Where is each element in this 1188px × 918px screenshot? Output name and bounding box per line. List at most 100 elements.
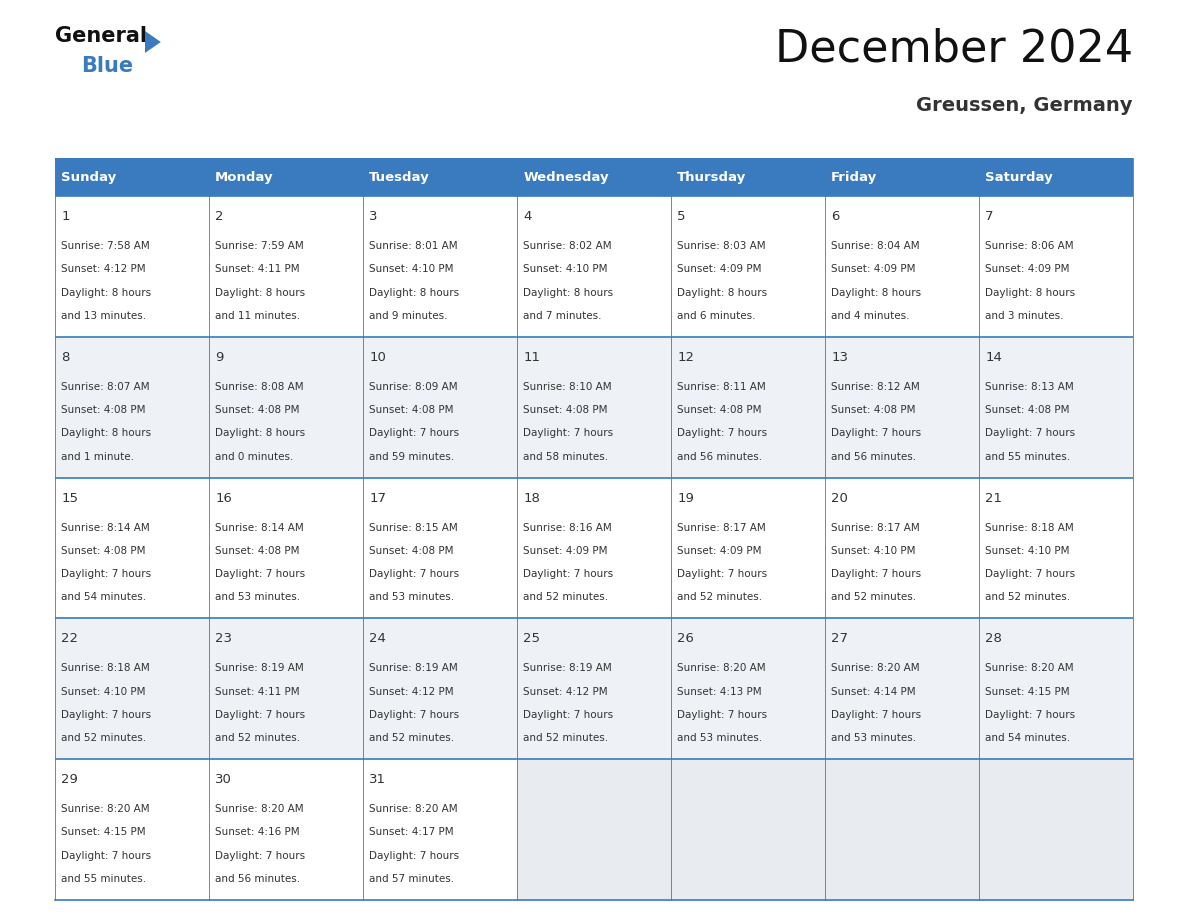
Text: 4: 4 <box>523 210 531 223</box>
Text: and 52 minutes.: and 52 minutes. <box>61 733 146 744</box>
Text: 15: 15 <box>61 492 78 505</box>
Text: 23: 23 <box>215 633 232 645</box>
Text: Sunset: 4:10 PM: Sunset: 4:10 PM <box>523 264 607 274</box>
Text: Sunset: 4:12 PM: Sunset: 4:12 PM <box>369 687 454 697</box>
Text: Sunset: 4:14 PM: Sunset: 4:14 PM <box>832 687 916 697</box>
Text: Sunset: 4:15 PM: Sunset: 4:15 PM <box>985 687 1069 697</box>
Text: and 9 minutes.: and 9 minutes. <box>369 311 448 320</box>
Text: and 54 minutes.: and 54 minutes. <box>61 592 146 602</box>
Bar <box>55 759 1133 900</box>
Text: Daylight: 7 hours: Daylight: 7 hours <box>832 429 921 438</box>
Text: Daylight: 8 hours: Daylight: 8 hours <box>61 287 151 297</box>
Text: 19: 19 <box>677 492 694 505</box>
Text: Sunrise: 8:20 AM: Sunrise: 8:20 AM <box>61 804 150 814</box>
Text: Sunset: 4:13 PM: Sunset: 4:13 PM <box>677 687 762 697</box>
Bar <box>671 158 824 196</box>
Bar <box>824 158 979 196</box>
Text: and 55 minutes.: and 55 minutes. <box>985 452 1070 462</box>
Text: Daylight: 7 hours: Daylight: 7 hours <box>523 429 613 438</box>
Text: and 11 minutes.: and 11 minutes. <box>215 311 301 320</box>
Text: 16: 16 <box>215 492 232 505</box>
Text: Sunrise: 8:16 AM: Sunrise: 8:16 AM <box>523 522 612 532</box>
Text: Sunset: 4:10 PM: Sunset: 4:10 PM <box>61 687 146 697</box>
Text: 1: 1 <box>61 210 70 223</box>
Text: 14: 14 <box>985 351 1001 364</box>
Text: Daylight: 7 hours: Daylight: 7 hours <box>832 710 921 720</box>
Text: Sunrise: 8:01 AM: Sunrise: 8:01 AM <box>369 241 457 251</box>
Text: Sunset: 4:08 PM: Sunset: 4:08 PM <box>61 405 146 415</box>
Text: Sunrise: 8:14 AM: Sunrise: 8:14 AM <box>61 522 150 532</box>
Text: Daylight: 7 hours: Daylight: 7 hours <box>523 710 613 720</box>
Text: Sunrise: 8:18 AM: Sunrise: 8:18 AM <box>61 664 150 674</box>
Text: Sunrise: 8:14 AM: Sunrise: 8:14 AM <box>215 522 304 532</box>
Text: 17: 17 <box>369 492 386 505</box>
Text: Daylight: 7 hours: Daylight: 7 hours <box>985 569 1075 579</box>
Bar <box>55 619 1133 759</box>
Text: Sunset: 4:10 PM: Sunset: 4:10 PM <box>985 546 1069 556</box>
Bar <box>55 477 1133 619</box>
Bar <box>979 158 1133 196</box>
Text: and 53 minutes.: and 53 minutes. <box>677 733 763 744</box>
Text: Sunset: 4:08 PM: Sunset: 4:08 PM <box>677 405 762 415</box>
Text: Sunrise: 7:59 AM: Sunrise: 7:59 AM <box>215 241 304 251</box>
Text: and 53 minutes.: and 53 minutes. <box>369 592 454 602</box>
Text: Sunset: 4:09 PM: Sunset: 4:09 PM <box>985 264 1069 274</box>
Text: Sunset: 4:08 PM: Sunset: 4:08 PM <box>369 405 454 415</box>
Text: Sunrise: 8:09 AM: Sunrise: 8:09 AM <box>369 382 457 392</box>
Text: Sunrise: 8:08 AM: Sunrise: 8:08 AM <box>215 382 304 392</box>
Text: Daylight: 7 hours: Daylight: 7 hours <box>985 429 1075 438</box>
Text: Sunrise: 8:20 AM: Sunrise: 8:20 AM <box>832 664 920 674</box>
Text: 29: 29 <box>61 773 78 787</box>
Text: Daylight: 7 hours: Daylight: 7 hours <box>369 710 460 720</box>
Text: Daylight: 7 hours: Daylight: 7 hours <box>215 851 305 861</box>
Text: 24: 24 <box>369 633 386 645</box>
Text: Daylight: 8 hours: Daylight: 8 hours <box>61 429 151 438</box>
Text: Sunday: Sunday <box>61 171 116 184</box>
Text: Sunset: 4:08 PM: Sunset: 4:08 PM <box>832 405 916 415</box>
Text: 31: 31 <box>369 773 386 787</box>
Text: and 53 minutes.: and 53 minutes. <box>215 592 301 602</box>
Text: 5: 5 <box>677 210 685 223</box>
Text: Sunset: 4:10 PM: Sunset: 4:10 PM <box>832 546 916 556</box>
Text: Daylight: 7 hours: Daylight: 7 hours <box>369 429 460 438</box>
Text: Sunrise: 8:20 AM: Sunrise: 8:20 AM <box>677 664 766 674</box>
Text: Sunset: 4:08 PM: Sunset: 4:08 PM <box>215 546 299 556</box>
Text: 30: 30 <box>215 773 232 787</box>
Text: Daylight: 7 hours: Daylight: 7 hours <box>61 710 151 720</box>
Text: Sunrise: 8:12 AM: Sunrise: 8:12 AM <box>832 382 920 392</box>
Text: Daylight: 8 hours: Daylight: 8 hours <box>677 287 767 297</box>
Text: Greussen, Germany: Greussen, Germany <box>916 96 1133 115</box>
Text: Sunset: 4:08 PM: Sunset: 4:08 PM <box>523 405 607 415</box>
Text: and 52 minutes.: and 52 minutes. <box>523 592 608 602</box>
Text: 9: 9 <box>215 351 223 364</box>
Text: Monday: Monday <box>215 171 273 184</box>
Text: Daylight: 7 hours: Daylight: 7 hours <box>677 429 767 438</box>
Text: 12: 12 <box>677 351 694 364</box>
Text: 10: 10 <box>369 351 386 364</box>
Bar <box>517 759 671 900</box>
Text: 25: 25 <box>523 633 541 645</box>
Text: 11: 11 <box>523 351 541 364</box>
Text: General: General <box>55 26 147 46</box>
Text: 28: 28 <box>985 633 1001 645</box>
Text: and 58 minutes.: and 58 minutes. <box>523 452 608 462</box>
Text: and 52 minutes.: and 52 minutes. <box>215 733 301 744</box>
Text: Tuesday: Tuesday <box>369 171 430 184</box>
Text: and 52 minutes.: and 52 minutes. <box>369 733 454 744</box>
Text: Sunrise: 8:13 AM: Sunrise: 8:13 AM <box>985 382 1074 392</box>
Text: Sunset: 4:12 PM: Sunset: 4:12 PM <box>523 687 608 697</box>
Text: Sunset: 4:16 PM: Sunset: 4:16 PM <box>215 827 299 837</box>
Text: 21: 21 <box>985 492 1003 505</box>
Text: Sunrise: 8:15 AM: Sunrise: 8:15 AM <box>369 522 457 532</box>
Text: and 56 minutes.: and 56 minutes. <box>832 452 916 462</box>
Text: Daylight: 7 hours: Daylight: 7 hours <box>985 710 1075 720</box>
Text: and 4 minutes.: and 4 minutes. <box>832 311 910 320</box>
Text: Sunrise: 8:07 AM: Sunrise: 8:07 AM <box>61 382 150 392</box>
Text: and 52 minutes.: and 52 minutes. <box>985 592 1070 602</box>
Text: Daylight: 7 hours: Daylight: 7 hours <box>677 569 767 579</box>
Text: 13: 13 <box>832 351 848 364</box>
Text: and 6 minutes.: and 6 minutes. <box>677 311 756 320</box>
Text: Daylight: 8 hours: Daylight: 8 hours <box>985 287 1075 297</box>
Text: and 52 minutes.: and 52 minutes. <box>677 592 763 602</box>
Text: Sunrise: 8:03 AM: Sunrise: 8:03 AM <box>677 241 766 251</box>
